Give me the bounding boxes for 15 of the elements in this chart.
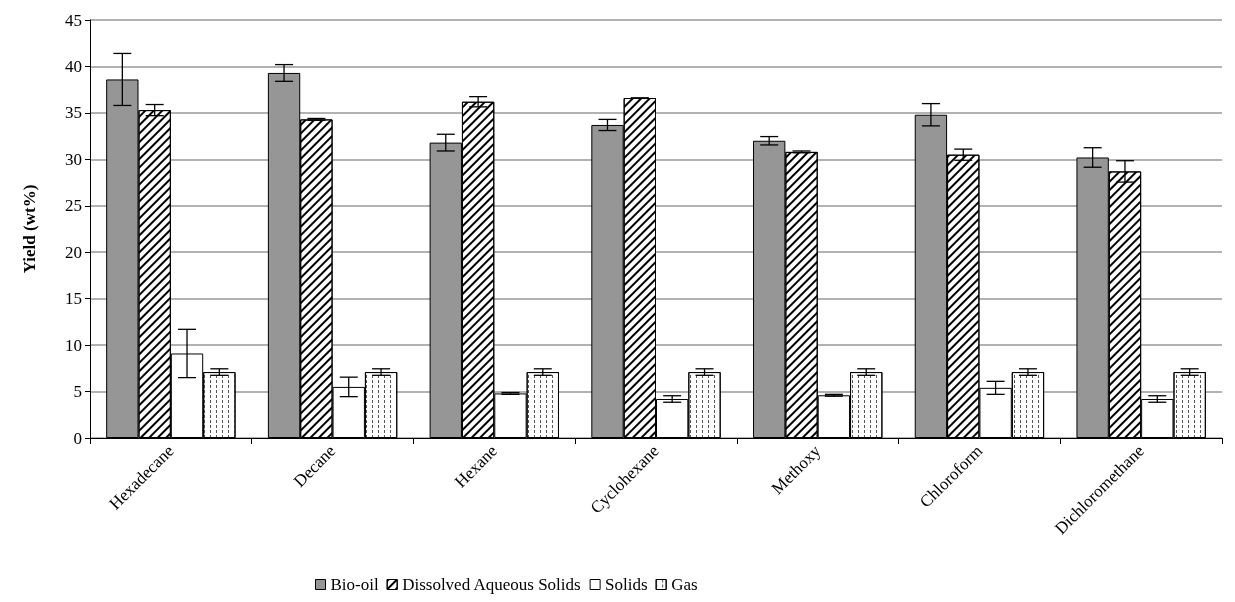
legend-label: Solids — [605, 575, 648, 594]
y-tick-label: 15 — [65, 289, 82, 309]
y-axis-title: Yield (wt%) — [20, 184, 39, 274]
legend-label: Dissolved Aqueous Solids — [402, 575, 581, 594]
y-tick-label: 20 — [65, 242, 82, 262]
y-tick-label: 0 — [73, 428, 82, 448]
legend-label: Bio-oil — [330, 575, 379, 594]
y-tick-label: 35 — [65, 103, 82, 123]
y-tick-label: 5 — [73, 382, 82, 402]
y-tick-label: 25 — [65, 196, 82, 216]
y-tick-label: 30 — [65, 149, 82, 169]
legend-label: Gas — [671, 575, 698, 594]
y-tick-label: 10 — [65, 335, 82, 355]
y-tick-label: 40 — [65, 56, 82, 76]
y-tick-label: 45 — [65, 10, 82, 30]
